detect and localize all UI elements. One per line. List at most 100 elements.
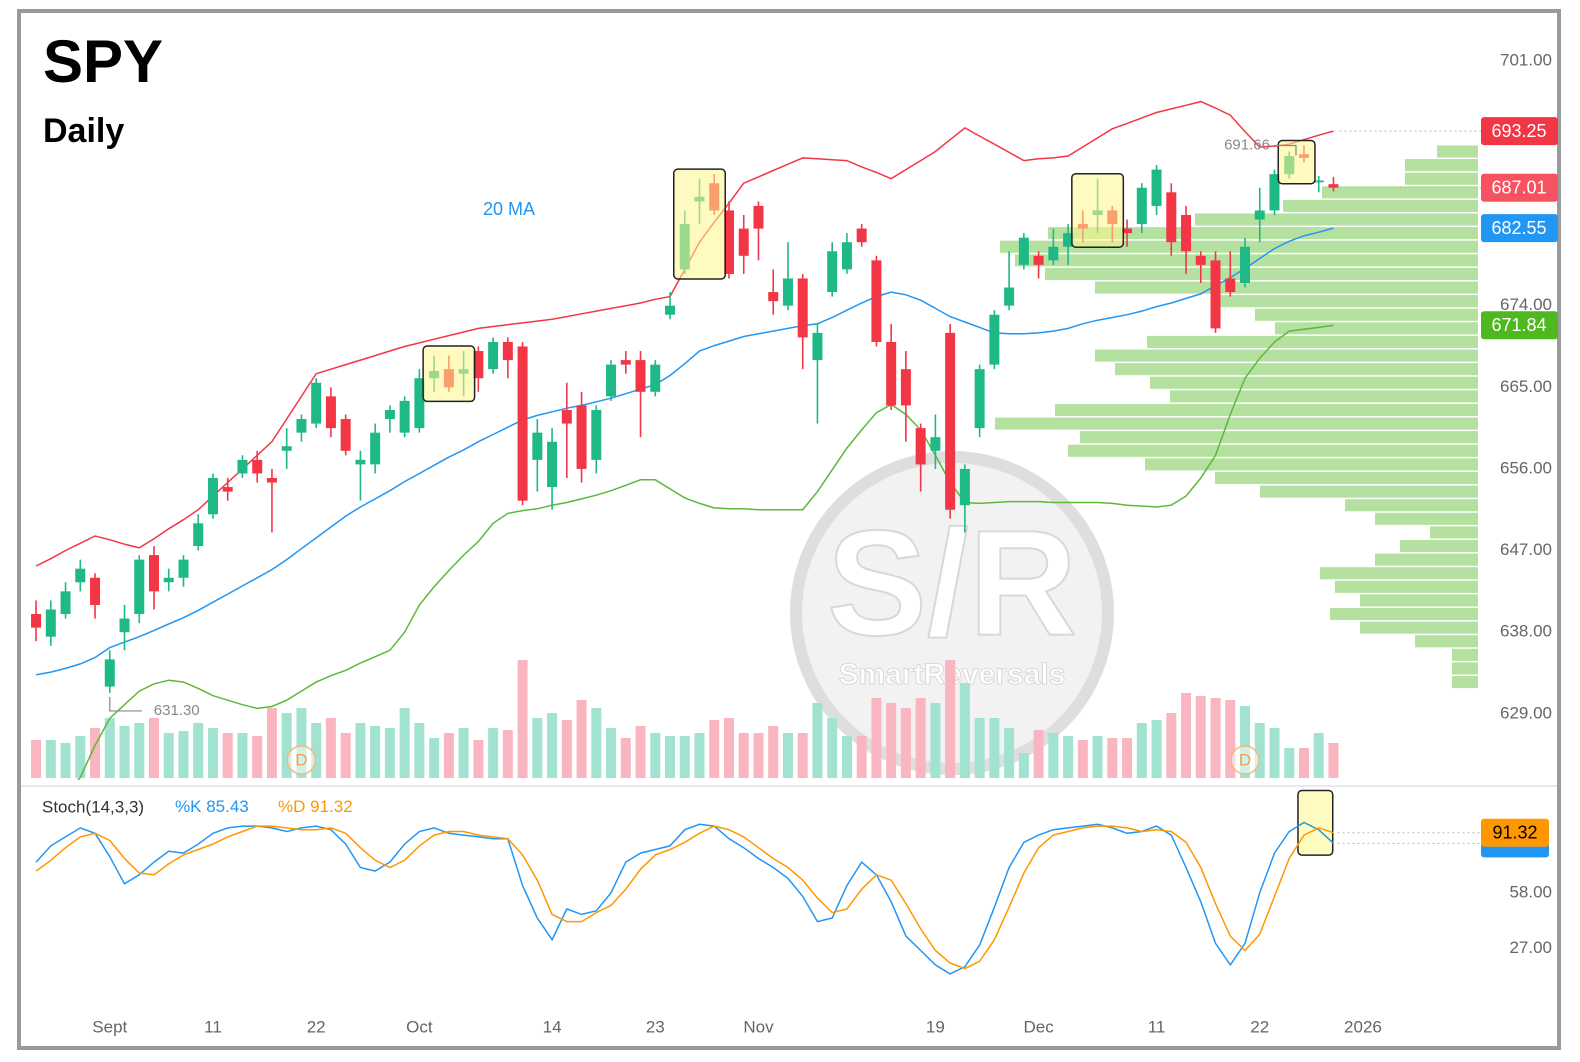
candle-body	[738, 228, 749, 256]
ma-label: 20 MA	[483, 199, 535, 219]
volume-bar	[1313, 733, 1324, 778]
x-tick-label: 11	[204, 1017, 222, 1036]
volume-bar	[930, 703, 941, 778]
annotation-leader	[109, 696, 142, 712]
candle-body	[871, 260, 882, 342]
y-tick-label: 647.00	[1500, 540, 1552, 559]
candle-body	[340, 419, 351, 451]
candle-body	[650, 364, 661, 392]
volume-bar	[1136, 723, 1147, 778]
candle-body	[1018, 237, 1029, 265]
candle-body	[915, 428, 926, 465]
candle-body	[1269, 174, 1280, 211]
candle-body	[252, 459, 263, 474]
watermark-logo: S/R	[827, 499, 1077, 667]
y-tick-label: 638.00	[1500, 622, 1552, 641]
volume-bar	[1092, 736, 1103, 778]
volume-profile-bar	[1375, 512, 1478, 525]
candle-body	[1004, 287, 1015, 306]
candle-body	[193, 523, 204, 547]
price-tag	[1481, 214, 1558, 243]
volume-profile-bar	[1095, 349, 1478, 362]
top-layer: 691.66 631.30 D D 693.25 687.01 682.55 671.84 91…	[109, 117, 1558, 858]
volume-bar	[281, 713, 292, 778]
price-tag-label: 693.25	[1491, 121, 1546, 141]
volume-bar	[841, 736, 852, 778]
stoch-line	[35, 825, 1334, 970]
volume-profile-bar	[1345, 499, 1478, 512]
candle-body	[812, 332, 823, 361]
volume-bar	[207, 728, 218, 778]
volume-bar	[959, 683, 970, 778]
volume-bar	[871, 698, 882, 778]
volume-bar	[1077, 740, 1088, 778]
volume-bar	[1166, 713, 1177, 778]
volume-profile-bar	[1452, 662, 1478, 675]
volume-bar	[679, 736, 690, 778]
volume-bar	[1181, 693, 1192, 778]
volume-profile-bar	[1115, 363, 1478, 376]
volume-bar	[797, 733, 808, 778]
volume-profile-bar	[1045, 267, 1478, 280]
x-tick-label: 11	[1148, 1017, 1166, 1036]
volume-profile-bar	[1360, 594, 1478, 607]
event-marker	[1230, 745, 1260, 775]
volume-profile-bar	[1080, 431, 1478, 444]
x-tick-label: 2026	[1344, 1017, 1382, 1036]
candle-body	[1048, 246, 1059, 261]
y-tick-label: 58.00	[1509, 882, 1552, 901]
volume-bar	[1225, 700, 1236, 778]
volume-bar	[340, 733, 351, 778]
candle-body	[45, 609, 56, 637]
candle-body	[1033, 255, 1044, 265]
volume-bar	[620, 738, 631, 778]
volume-bar	[1254, 723, 1265, 778]
volume-profile-bar	[1147, 335, 1478, 349]
volume-bar	[547, 713, 558, 778]
event-marker	[286, 745, 317, 775]
volume-profile-bar	[1055, 403, 1478, 417]
volume-bar	[1033, 730, 1044, 778]
candle-body	[989, 314, 1000, 365]
volume-bar	[915, 698, 926, 778]
event-label: D	[1239, 750, 1251, 769]
volume-bar	[517, 660, 528, 778]
volume-bar	[1018, 753, 1029, 778]
volume-bar	[576, 700, 587, 778]
candle-body	[1240, 246, 1251, 284]
volume-bar	[738, 733, 749, 778]
x-tick-label: Oct	[406, 1017, 433, 1036]
legend-name: %D	[278, 797, 305, 816]
volume-bar	[591, 708, 602, 778]
event-label: D	[295, 750, 307, 769]
candle-body	[1181, 214, 1192, 252]
volume-profile-bar	[1375, 553, 1478, 566]
candle-body	[1063, 233, 1074, 247]
candle-body	[723, 210, 734, 274]
volume-bar	[1240, 706, 1251, 778]
candle-body	[473, 351, 484, 379]
volume-profile-bar	[1150, 376, 1478, 389]
candle-body	[886, 341, 897, 406]
legend-value: 91.32	[310, 797, 353, 816]
volume-bar	[1004, 728, 1015, 778]
chart-subtitle: Daily	[43, 112, 124, 150]
candle-body	[1313, 180, 1324, 183]
candle-body	[1328, 184, 1339, 188]
volume-bar	[31, 740, 42, 778]
volume-bar	[606, 728, 617, 778]
price-tag-label: 671.84	[1491, 315, 1546, 335]
volume-bar	[473, 740, 484, 778]
volume-bar	[414, 723, 425, 778]
legend-name: %K	[175, 797, 202, 816]
volume-bar	[222, 733, 233, 778]
volume-bar	[856, 736, 867, 778]
y-tick-label: 656.00	[1500, 458, 1552, 477]
x-tick-label: 23	[646, 1017, 665, 1036]
candle-body	[134, 559, 145, 615]
candle-body	[60, 591, 71, 615]
volume-bar	[355, 723, 366, 778]
candle-body	[1136, 187, 1147, 225]
volume-bar	[723, 718, 734, 778]
volume-bar	[429, 738, 440, 778]
